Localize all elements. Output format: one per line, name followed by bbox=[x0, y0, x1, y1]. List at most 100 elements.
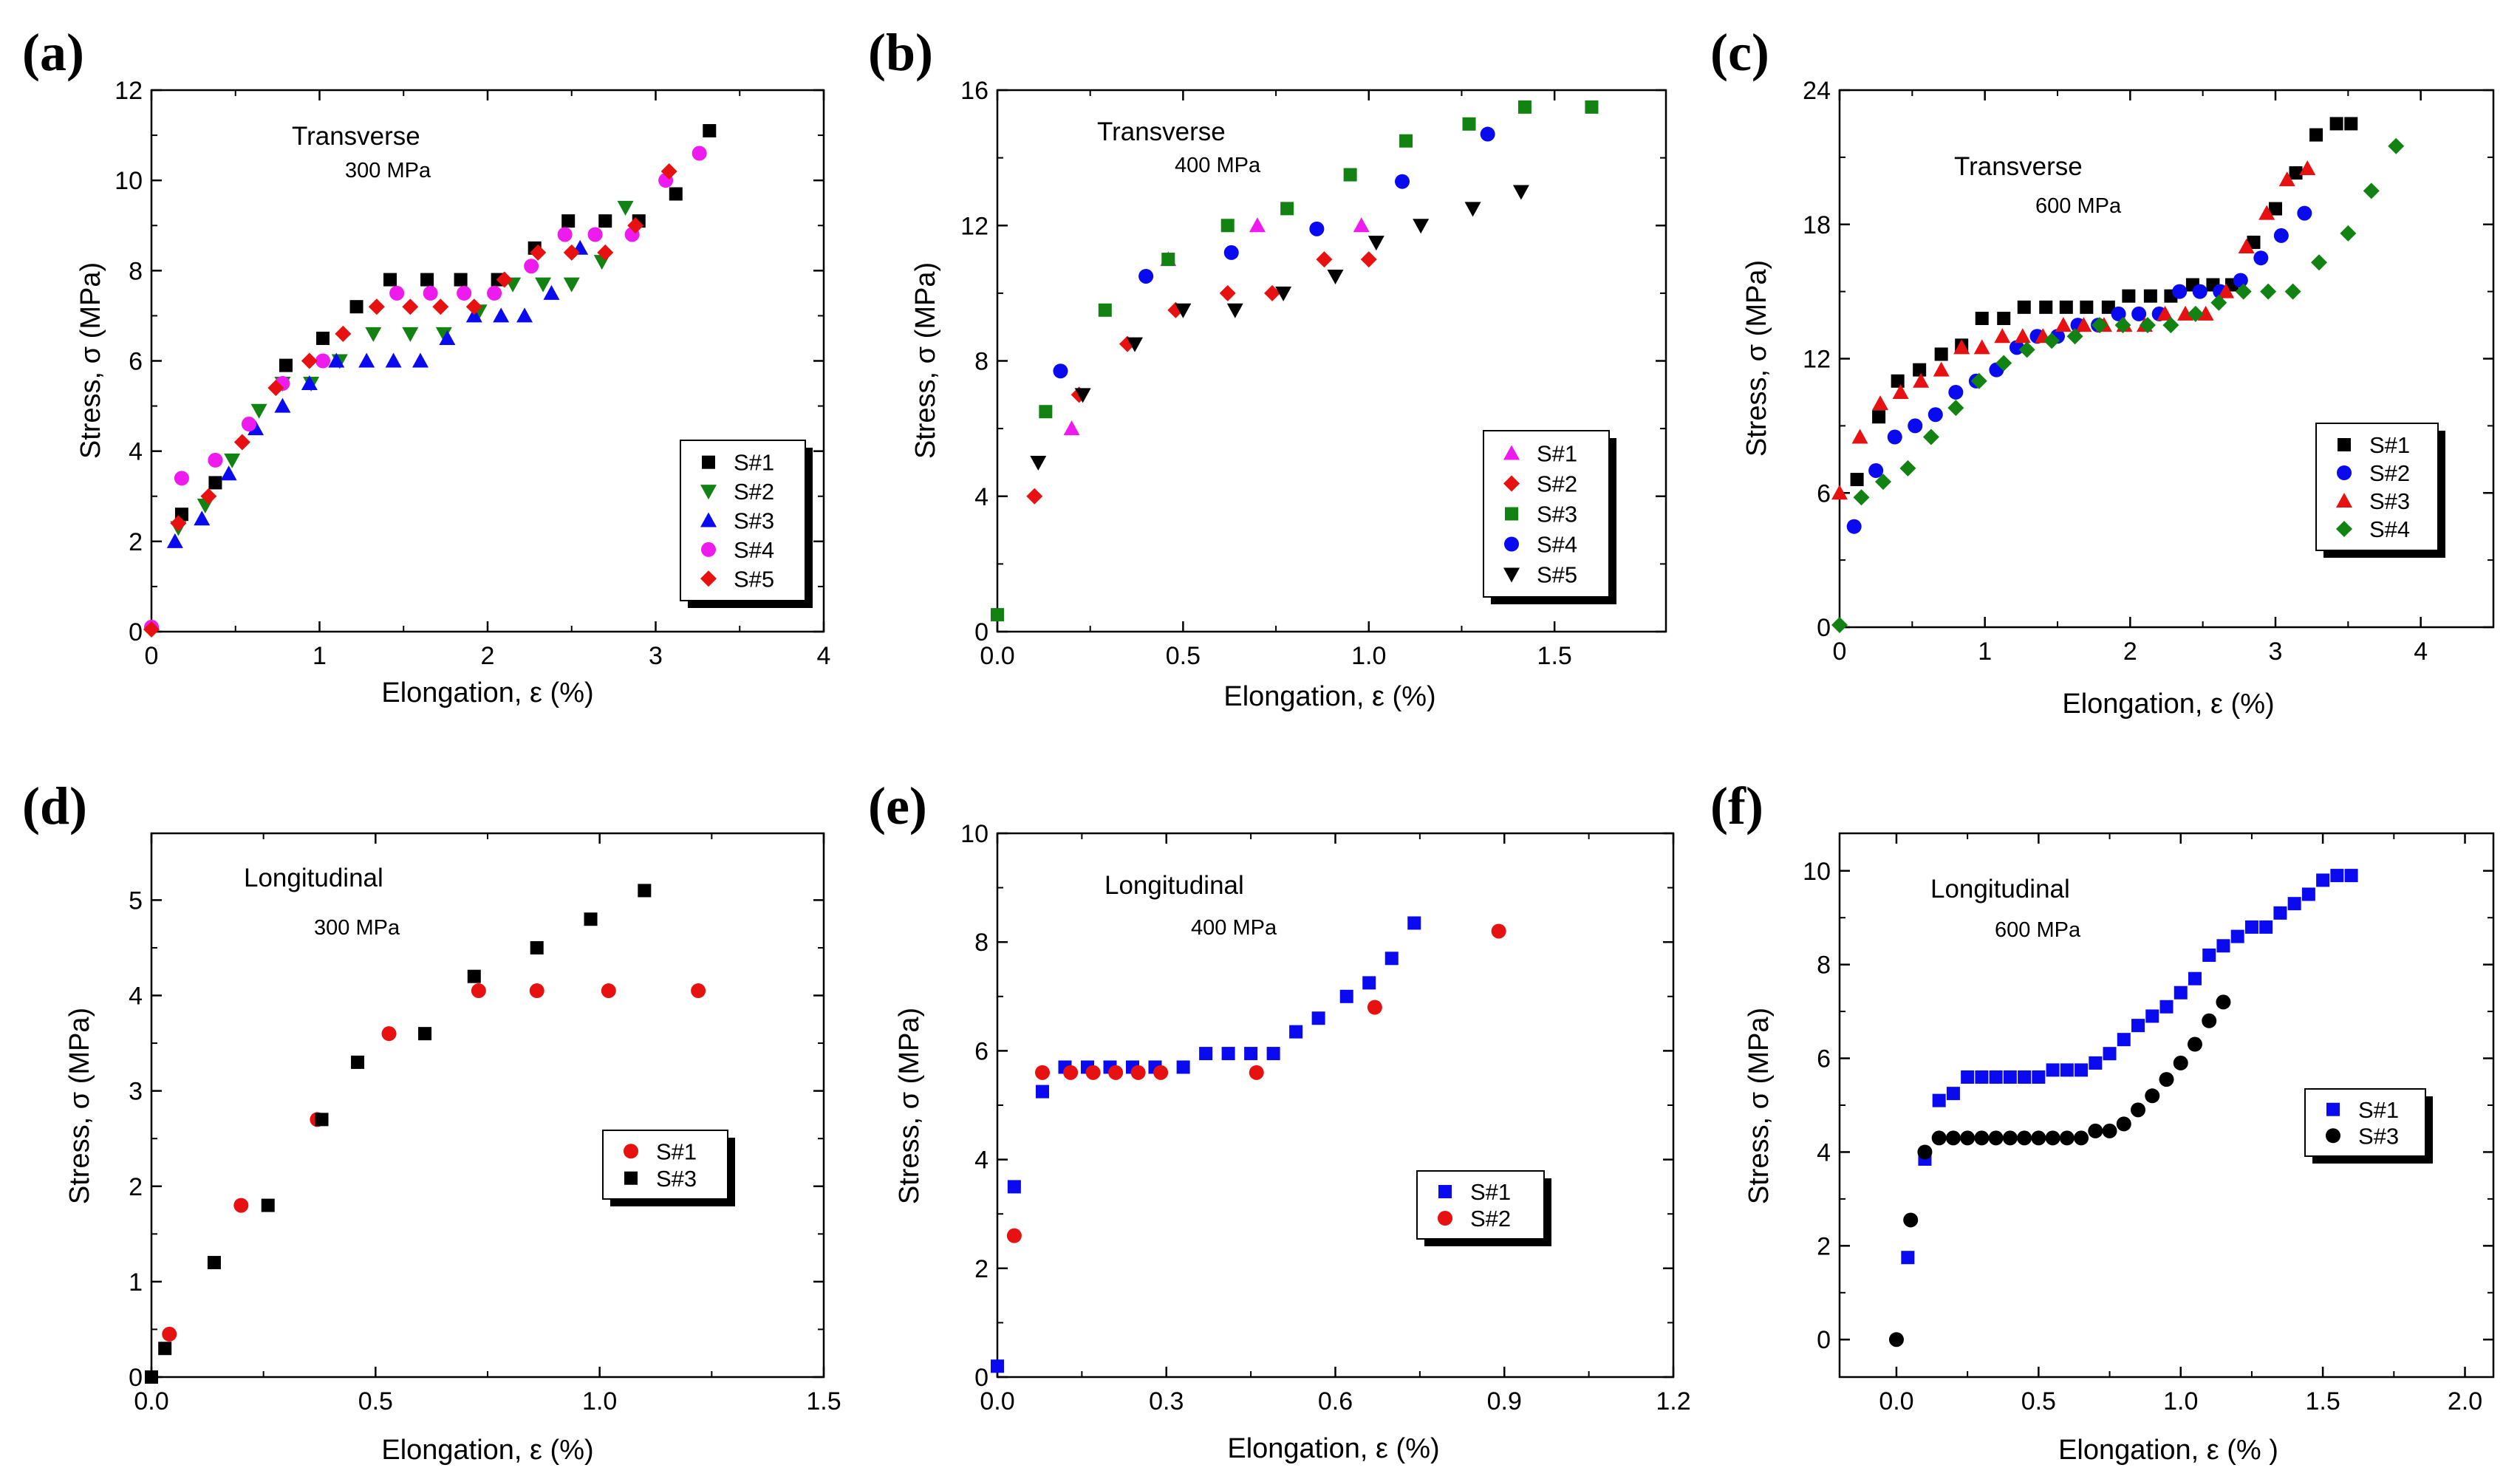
y-tick-label: 12 bbox=[960, 212, 988, 240]
y-tick-label: 8 bbox=[1817, 952, 1831, 980]
series-S1 bbox=[1901, 869, 2358, 1265]
legend: S#1S#2S#3S#4 bbox=[2315, 423, 2445, 558]
data-point bbox=[2002, 1130, 2018, 1146]
y-tick-label: 18 bbox=[1803, 211, 1831, 239]
data-point bbox=[2244, 920, 2258, 934]
data-point bbox=[2131, 1019, 2145, 1033]
data-point bbox=[1108, 1065, 1124, 1080]
data-point bbox=[365, 327, 382, 342]
data-point bbox=[432, 298, 449, 315]
y-tick-label: 8 bbox=[974, 348, 988, 376]
data-point bbox=[1130, 1065, 1146, 1080]
data-point bbox=[1219, 284, 1236, 301]
data-point bbox=[1945, 1130, 1961, 1146]
data-point bbox=[2157, 305, 2174, 321]
legend: S#1 S#2 S#3 S#4 S#5 bbox=[680, 440, 813, 608]
data-point bbox=[1888, 1332, 1904, 1348]
x-tick-label: 0.0 bbox=[980, 642, 1014, 670]
y-tick-label: 2 bbox=[129, 1173, 143, 1201]
data-point bbox=[207, 1256, 221, 1270]
y-tick-label: 4 bbox=[1817, 1138, 1831, 1167]
data-point bbox=[1289, 1025, 1303, 1039]
data-point bbox=[1975, 1070, 1989, 1084]
data-point bbox=[1960, 1130, 1976, 1146]
data-point bbox=[1362, 976, 1376, 990]
panel-label: (c) bbox=[1710, 23, 1769, 82]
data-point bbox=[1226, 303, 1243, 318]
data-point bbox=[2173, 1055, 2188, 1070]
data-point bbox=[1480, 126, 1495, 142]
y-tick-label: 10 bbox=[1803, 858, 1831, 886]
data-point bbox=[1007, 1180, 1021, 1194]
data-point bbox=[1491, 923, 1506, 939]
data-point bbox=[381, 1026, 397, 1042]
data-point bbox=[2192, 284, 2207, 299]
legend-marker bbox=[2326, 1128, 2340, 1144]
data-point bbox=[2260, 283, 2277, 300]
series-S1 bbox=[1850, 117, 2358, 487]
x-tick-label: 1 bbox=[1978, 638, 1992, 666]
x-tick-label: 2 bbox=[2123, 638, 2137, 666]
data-point bbox=[1223, 245, 1239, 260]
y-tick-label: 2 bbox=[129, 528, 143, 556]
data-point bbox=[261, 1198, 275, 1212]
data-point bbox=[1868, 462, 1884, 478]
x-tick-label: 0.5 bbox=[2021, 1387, 2056, 1415]
chart-panel-5: (e) 0.0 0.3 0.6 0.9 1.2 0 2 4 6 8 10 Elongation, ε (… bbox=[868, 776, 1691, 1464]
data-point bbox=[1872, 410, 1886, 424]
legend-marker bbox=[701, 542, 716, 557]
data-point bbox=[1846, 519, 1862, 534]
data-point bbox=[2188, 971, 2202, 986]
plot-frame bbox=[996, 832, 1675, 1379]
data-point bbox=[1127, 337, 1144, 352]
data-point bbox=[1995, 355, 2012, 372]
data-point bbox=[2139, 317, 2156, 334]
data-point bbox=[1994, 328, 2011, 344]
y-tick-label: 10 bbox=[115, 167, 143, 195]
legend: S#1S#3 bbox=[602, 1130, 735, 1206]
data-point bbox=[487, 285, 502, 301]
data-point bbox=[143, 621, 160, 638]
data-point bbox=[1887, 429, 1902, 445]
data-point bbox=[627, 217, 644, 234]
data-point bbox=[1997, 311, 2011, 325]
data-point bbox=[358, 352, 375, 368]
x-tick-label: 3 bbox=[649, 642, 663, 670]
data-point bbox=[385, 352, 402, 368]
data-point bbox=[2014, 328, 2031, 344]
legend-marker bbox=[2337, 465, 2352, 480]
data-point bbox=[1851, 428, 1868, 444]
data-point bbox=[2018, 341, 2035, 358]
legend-label: S#3 bbox=[2358, 1123, 2399, 1149]
data-point bbox=[158, 1342, 172, 1356]
data-point bbox=[535, 277, 552, 293]
legend-marker bbox=[700, 512, 717, 527]
data-point bbox=[524, 259, 539, 274]
x-axis-label: Elongation, ε (%) bbox=[1227, 1433, 1439, 1464]
data-point bbox=[335, 325, 352, 342]
y-axis-label: Stress, σ (MPa) bbox=[75, 262, 106, 459]
data-point bbox=[2046, 1063, 2060, 1077]
series-S3 bbox=[991, 100, 1599, 622]
legend-label: S#1 bbox=[656, 1138, 697, 1164]
data-point bbox=[496, 271, 513, 288]
data-point bbox=[2187, 1036, 2202, 1052]
legend-label: S#2 bbox=[1470, 1206, 1511, 1232]
annotation-subtitle: 300 MPa bbox=[345, 159, 431, 182]
chart-panel-2: (b) 0.0 0.5 1.0 1.5 0 4 8 12 16 Elongation, ε (%) S… bbox=[868, 23, 1667, 712]
series-S1 bbox=[991, 916, 1421, 1373]
data-point bbox=[2363, 182, 2380, 199]
y-tick-label: 5 bbox=[129, 887, 143, 915]
data-point bbox=[2055, 317, 2072, 332]
data-point bbox=[208, 452, 223, 468]
data-point bbox=[274, 397, 291, 413]
data-point bbox=[1927, 407, 1943, 423]
x-tick-label: 1.2 bbox=[1656, 1387, 1690, 1415]
data-point bbox=[692, 146, 707, 161]
data-point bbox=[2309, 128, 2323, 142]
data-point bbox=[563, 244, 580, 261]
data-point bbox=[2074, 1130, 2089, 1146]
data-point bbox=[2284, 283, 2301, 300]
data-point bbox=[2259, 920, 2273, 934]
